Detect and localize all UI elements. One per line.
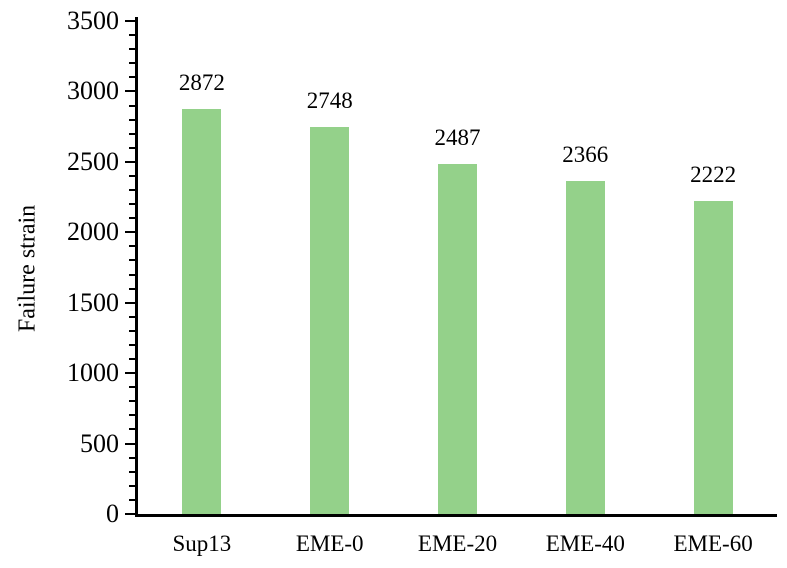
y-axis-major-tick [125, 513, 135, 515]
x-axis-tick-label: EME-60 [673, 531, 753, 556]
y-axis-minor-tick [129, 358, 135, 361]
y-axis-title: Failure strain [14, 204, 41, 333]
y-axis-minor-tick [129, 343, 135, 346]
y-axis-minor-tick [129, 189, 135, 192]
y-axis-minor-tick [129, 132, 135, 135]
y-axis-minor-tick [129, 76, 135, 79]
x-axis-tick-label: EME-0 [295, 531, 364, 556]
y-axis-tick-label: 3500 [67, 6, 119, 35]
y-axis-minor-tick [129, 146, 135, 149]
y-axis-major-tick [125, 301, 135, 304]
y-axis-minor-tick [129, 259, 135, 262]
bar-sup13 [182, 109, 222, 514]
x-axis-tick-label: EME-40 [545, 531, 625, 556]
y-axis-minor-tick [129, 245, 135, 248]
y-axis-minor-tick [129, 118, 135, 121]
y-axis-major-tick [125, 442, 135, 445]
y-axis-minor-tick [129, 470, 135, 473]
y-axis-tick-label: 3000 [67, 76, 119, 106]
y-axis-tick-label: 0 [106, 499, 119, 528]
y-axis-major-tick [125, 231, 135, 234]
y-axis-minor-tick [129, 104, 135, 107]
bar-eme-0 [310, 126, 350, 514]
bar-value-label: 2366 [562, 141, 609, 167]
bar-eme-60 [693, 201, 733, 514]
bar-eme-20 [438, 163, 477, 514]
y-axis-minor-tick [129, 329, 135, 332]
y-axis-minor-tick [129, 428, 135, 431]
bar-value-label: 2748 [306, 87, 353, 113]
y-axis-minor-tick [129, 456, 135, 459]
y-axis-minor-tick [129, 498, 135, 501]
y-axis-minor-tick [129, 400, 135, 403]
y-axis-line [135, 17, 138, 517]
y-axis-tick-label: 500 [80, 428, 119, 458]
y-axis-minor-tick [129, 287, 135, 290]
y-axis-minor-tick [129, 484, 135, 487]
y-axis-minor-tick [129, 34, 135, 37]
bar-value-label: 2487 [434, 124, 481, 150]
bar-value-label: 2872 [178, 70, 225, 96]
x-axis-line [135, 514, 777, 517]
y-axis-minor-tick [129, 386, 135, 389]
y-axis-major-tick [125, 160, 135, 163]
y-axis-minor-tick [129, 174, 135, 177]
bar-eme-40 [565, 180, 605, 514]
y-axis-major-tick [125, 20, 135, 22]
x-axis-tick-label: EME-20 [417, 531, 498, 556]
y-axis-minor-tick [129, 273, 135, 276]
y-axis-tick-label: 1000 [67, 358, 119, 388]
y-axis-minor-tick [129, 62, 135, 65]
y-axis-minor-tick [129, 217, 135, 220]
bar-value-label: 2222 [690, 162, 737, 187]
y-axis-tick-label: 2500 [67, 146, 119, 176]
x-axis-tick-label: Sup13 [172, 531, 232, 556]
y-axis-minor-tick [129, 414, 135, 417]
y-axis-minor-tick [129, 48, 135, 51]
y-axis-tick-label: 2000 [67, 217, 119, 247]
y-axis-major-tick [125, 90, 135, 93]
y-axis-major-tick [125, 372, 135, 375]
y-axis-minor-tick [129, 203, 135, 206]
y-axis-tick-label: 1500 [67, 287, 119, 317]
y-axis-minor-tick [129, 315, 135, 318]
